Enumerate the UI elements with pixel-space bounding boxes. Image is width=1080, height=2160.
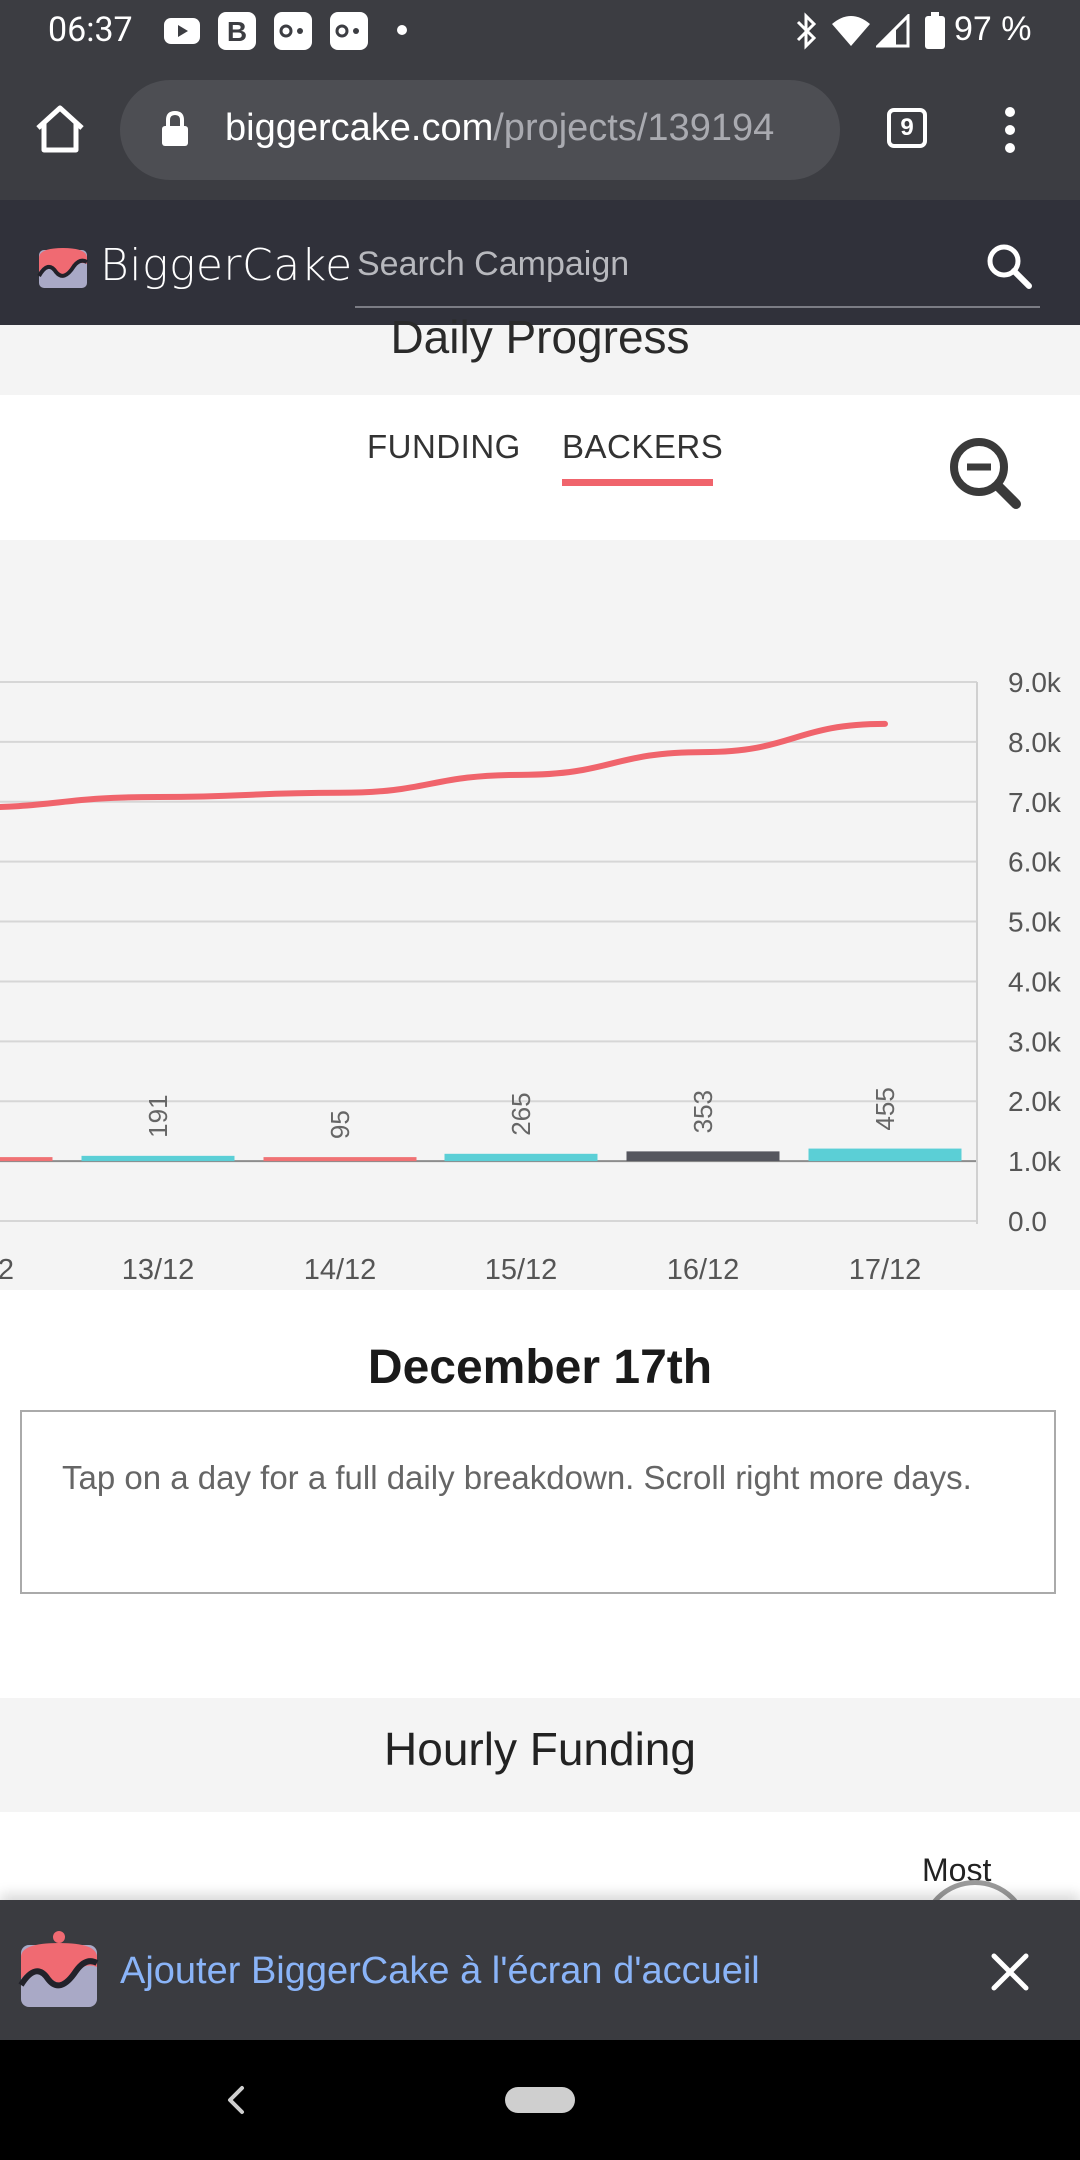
b-app-icon: B — [218, 12, 256, 50]
daily-progress-header — [0, 325, 1080, 395]
signal-icon — [876, 14, 910, 48]
bluetooth-icon — [796, 12, 817, 50]
search-underline — [355, 306, 1040, 308]
tab-switcher-button[interactable]: 9 — [887, 108, 927, 148]
chart-area — [0, 540, 1080, 1290]
youtube-icon — [164, 18, 200, 44]
y-tick-label: 0.0 — [1008, 1206, 1047, 1237]
battery-percent: 97 % — [954, 10, 1032, 48]
add-to-homescreen-text[interactable]: Ajouter BiggerCake à l'écran d'accueil — [120, 1950, 760, 1992]
back-icon[interactable] — [224, 2082, 248, 2118]
svg-text:B: B — [227, 16, 247, 47]
x-tick-label: 14/12 — [304, 1254, 377, 1286]
x-tick-label: 13/12 — [122, 1254, 195, 1286]
x-tick-label: 2 — [0, 1254, 14, 1286]
x-tick-label: 15/12 — [485, 1254, 558, 1286]
selected-day-heading: December 17th — [367, 1341, 713, 1394]
daily-breakdown-hint: Tap on a day for a full daily breakdown.… — [62, 1459, 972, 1496]
biggercake-app-icon — [18, 1931, 99, 2007]
y-tick-label: 7.0k — [1008, 787, 1062, 818]
hourly-funding-title: Hourly Funding — [384, 1723, 696, 1775]
bar-value-label: 353 — [688, 1090, 718, 1133]
bar-value-label: 265 — [506, 1092, 536, 1135]
bar[interactable] — [626, 1151, 780, 1162]
chart-tabs — [0, 395, 1080, 540]
status-time: 06:37 — [48, 10, 133, 50]
x-tick-label: 16/12 — [667, 1254, 740, 1286]
lock-icon — [162, 110, 188, 146]
y-tick-label: 6.0k — [1008, 847, 1062, 878]
tab-backers[interactable]: BACKERS — [562, 428, 724, 465]
url-text[interactable]: biggercake.com/projects/139194 — [225, 107, 815, 150]
y-tick-label: 1.0k — [1008, 1146, 1062, 1177]
y-tick-label: 9.0k — [1008, 667, 1062, 698]
game-icon — [274, 12, 312, 50]
bar-value-label: 191 — [143, 1094, 173, 1137]
bar[interactable] — [444, 1153, 598, 1162]
backers-chart[interactable]: 0.01.0k2.0k3.0k4.0k5.0k6.0k7.0k8.0k9.0k … — [0, 540, 1080, 1290]
more-menu-icon[interactable] — [998, 104, 1022, 156]
status-bar: 06:37 B 97 % — [0, 0, 1080, 62]
y-tick-label: 2.0k — [1008, 1086, 1062, 1117]
home-gesture-pill[interactable] — [505, 2087, 575, 2113]
dot-icon — [397, 25, 407, 35]
tab-funding[interactable]: FUNDING — [367, 428, 521, 465]
battery-icon — [925, 12, 945, 49]
search-campaign-input[interactable] — [355, 238, 959, 290]
hourly-funding-header — [0, 1698, 1080, 1812]
biggercake-logo-icon[interactable] — [36, 238, 90, 292]
search-icon[interactable] — [985, 242, 1033, 290]
daily-progress-title: Daily Progress — [390, 311, 690, 363]
cumulative-backers-line — [0, 720, 888, 811]
game-icon — [330, 12, 368, 50]
brand-name[interactable]: BiggerCake — [100, 240, 353, 291]
url-domain: biggercake.com — [225, 107, 494, 149]
wifi-icon — [832, 16, 870, 46]
add-to-homescreen-banner[interactable] — [0, 1900, 1080, 2040]
y-tick-label: 4.0k — [1008, 966, 1062, 997]
bar[interactable] — [81, 1155, 235, 1162]
bar-value-label: 95 — [325, 1110, 355, 1139]
daily-breakdown-box[interactable] — [20, 1410, 1056, 1594]
bar[interactable] — [808, 1148, 962, 1162]
x-tick-label: 17/12 — [849, 1254, 922, 1286]
y-tick-label: 5.0k — [1008, 907, 1062, 938]
bar-value-label: 455 — [870, 1087, 900, 1130]
home-icon[interactable] — [34, 104, 86, 154]
y-tick-label: 8.0k — [1008, 727, 1062, 758]
active-tab-indicator — [562, 479, 713, 486]
y-tick-label: 3.0k — [1008, 1026, 1062, 1057]
url-path: /projects/139194 — [493, 107, 775, 149]
tab-count: 9 — [900, 114, 914, 141]
zoom-out-icon[interactable] — [946, 434, 1026, 514]
url-bar[interactable] — [120, 80, 840, 180]
bar[interactable] — [0, 1157, 53, 1162]
bar[interactable] — [263, 1157, 417, 1162]
close-icon[interactable] — [990, 1952, 1030, 1992]
